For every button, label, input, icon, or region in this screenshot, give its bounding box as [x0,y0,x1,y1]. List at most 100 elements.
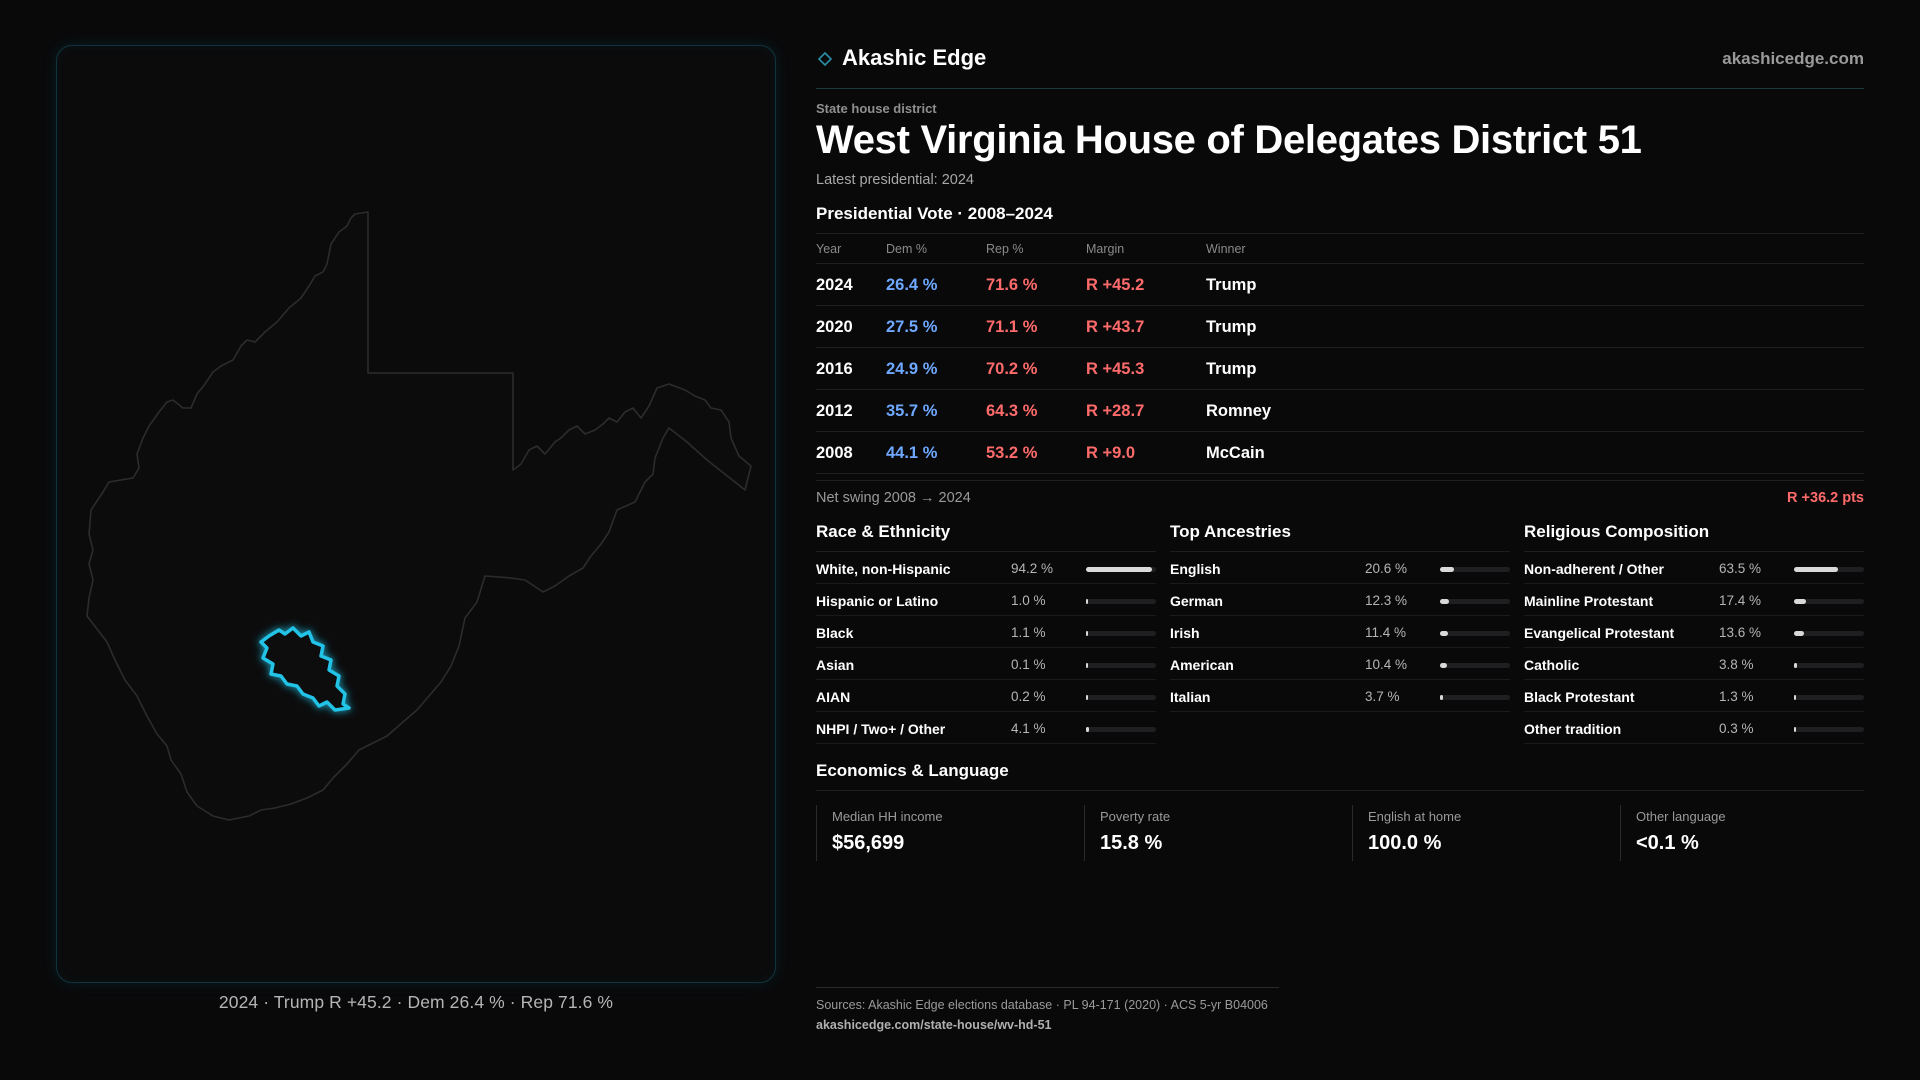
dem-cell: 24.9 % [886,360,938,378]
stat-row: Evangelical Protestant 13.6 % [1524,616,1864,648]
stat-value: 3.8 % [1719,657,1754,672]
stat-card-value: 100.0 % [1368,832,1442,854]
margin-cell: R +43.7 [1086,318,1145,336]
religion-panel: Religious Composition Non-adherent / Oth… [1524,522,1864,744]
brand-name[interactable]: Akashic Edge [842,45,987,70]
net-swing-label: Net swing 2008 → 2024 [816,490,971,506]
share-bar-fill [1086,727,1089,732]
stat-row: Irish 11.4 % [1170,616,1510,648]
dem-cell: 35.7 % [886,402,938,420]
stat-row: Black 1.1 % [816,616,1156,648]
stat-row: Other tradition 0.3 % [1524,712,1864,744]
stat-label: Catholic [1524,657,1580,673]
year-cell: 2008 [816,444,853,462]
stat-value: 1.1 % [1011,625,1046,640]
stat-row: Non-adherent / Other 63.5 % [1524,552,1864,584]
stat-label: NHPI / Two+ / Other [816,721,946,737]
winner-cell: Romney [1206,402,1272,420]
rep-cell: 70.2 % [986,360,1038,378]
ancestries-panel: Top Ancestries English 20.6 % German 12.… [1170,522,1510,712]
stat-card-value: <0.1 % [1636,832,1699,854]
share-bar [1794,631,1864,636]
sources-divider [816,987,1279,988]
vote-heading: Presidential Vote · 2008–2024 [816,204,1053,223]
map-caption: 2024 · Trump R +45.2 · Dem 26.4 % · Rep … [218,992,614,1012]
share-bar [1794,695,1864,700]
stat-row: AIAN 0.2 % [816,680,1156,712]
stat-label: Irish [1170,625,1200,641]
share-bar-fill [1794,663,1797,668]
share-bar [1086,631,1156,636]
share-bar [1086,567,1156,572]
share-bar-fill [1794,727,1796,732]
stat-card-label: Median HH income [832,809,943,824]
race-heading: Race & Ethnicity [816,522,1156,552]
source-url-link[interactable]: akashicedge.com/state-house/wv-hd-51 [816,1018,1052,1032]
stat-row: Black Protestant 1.3 % [1524,680,1864,712]
winner-cell: McCain [1206,444,1265,462]
stat-card-label: English at home [1368,809,1462,824]
district-profile: Akashic Edge akashicedge.com State house… [816,0,1864,1080]
share-bar [1440,599,1510,604]
stat-value: 0.3 % [1719,721,1754,736]
stat-card: Other language <0.1 % [1620,805,1872,861]
year-cell: 2012 [816,402,853,420]
col-margin: Margin [1086,242,1125,256]
stat-value: 1.3 % [1719,689,1754,704]
stat-card-label: Other language [1636,809,1726,824]
district-outline[interactable] [259,626,351,712]
margin-cell: R +45.2 [1086,276,1145,294]
stat-label: AIAN [816,689,851,705]
vote-table: Year Dem % Rep % Margin Winner 2024 26.4… [816,233,1864,474]
table-row: 2008 44.1 % 53.2 % R +9.0 McCain [816,432,1864,474]
margin-cell: R +45.3 [1086,360,1145,378]
share-bar [1440,631,1510,636]
stat-label: White, non-Hispanic [816,561,951,577]
stat-value: 0.1 % [1011,657,1046,672]
stat-row: Asian 0.1 % [816,648,1156,680]
share-bar-fill [1086,663,1088,668]
stat-label: Mainline Protestant [1524,593,1654,609]
stat-label: Hispanic or Latino [816,593,939,609]
stat-value: 3.7 % [1365,689,1400,704]
year-cell: 2020 [816,318,853,336]
net-swing-value: R +36.2 pts [1787,490,1864,506]
col-dem: Dem % [886,242,927,256]
year-cell: 2016 [816,360,853,378]
stat-card: English at home 100.0 % [1352,805,1604,861]
stat-row: Mainline Protestant 17.4 % [1524,584,1864,616]
stat-value: 94.2 % [1011,561,1054,576]
share-bar-fill [1794,567,1839,572]
share-bar-fill [1440,663,1448,668]
rep-cell: 71.6 % [986,276,1038,294]
brand-url[interactable]: akashicedge.com [1722,49,1864,68]
share-bar [1440,663,1510,668]
stat-label: American [1170,657,1234,673]
share-bar [1086,663,1156,668]
share-bar-fill [1440,695,1443,700]
vote-table-header: Year Dem % Rep % Margin Winner [816,234,1864,264]
stat-card-value: $56,699 [832,832,905,854]
economics-divider [816,790,1864,791]
ancestry-heading: Top Ancestries [1170,522,1510,552]
share-bar-fill [1794,599,1807,604]
economics-cards: Median HH income $56,699 Poverty rate 15… [816,805,1864,861]
stat-card: Poverty rate 15.8 % [1084,805,1336,861]
rep-cell: 71.1 % [986,318,1038,336]
share-bar [1794,599,1864,604]
share-bar-fill [1086,599,1088,604]
share-bar [1794,567,1864,572]
share-bar [1794,663,1864,668]
share-bar-fill [1440,567,1455,572]
stat-value: 10.4 % [1365,657,1408,672]
race-ethnicity-panel: Race & Ethnicity White, non-Hispanic 94.… [816,522,1156,744]
stat-value: 20.6 % [1365,561,1408,576]
share-bar-fill [1086,567,1152,572]
stat-label: German [1170,593,1223,609]
religion-heading: Religious Composition [1524,522,1864,552]
share-bar [1086,727,1156,732]
map-panel[interactable] [56,45,776,983]
share-bar [1794,727,1864,732]
dem-cell: 26.4 % [886,276,938,294]
margin-cell: R +28.7 [1086,402,1145,420]
